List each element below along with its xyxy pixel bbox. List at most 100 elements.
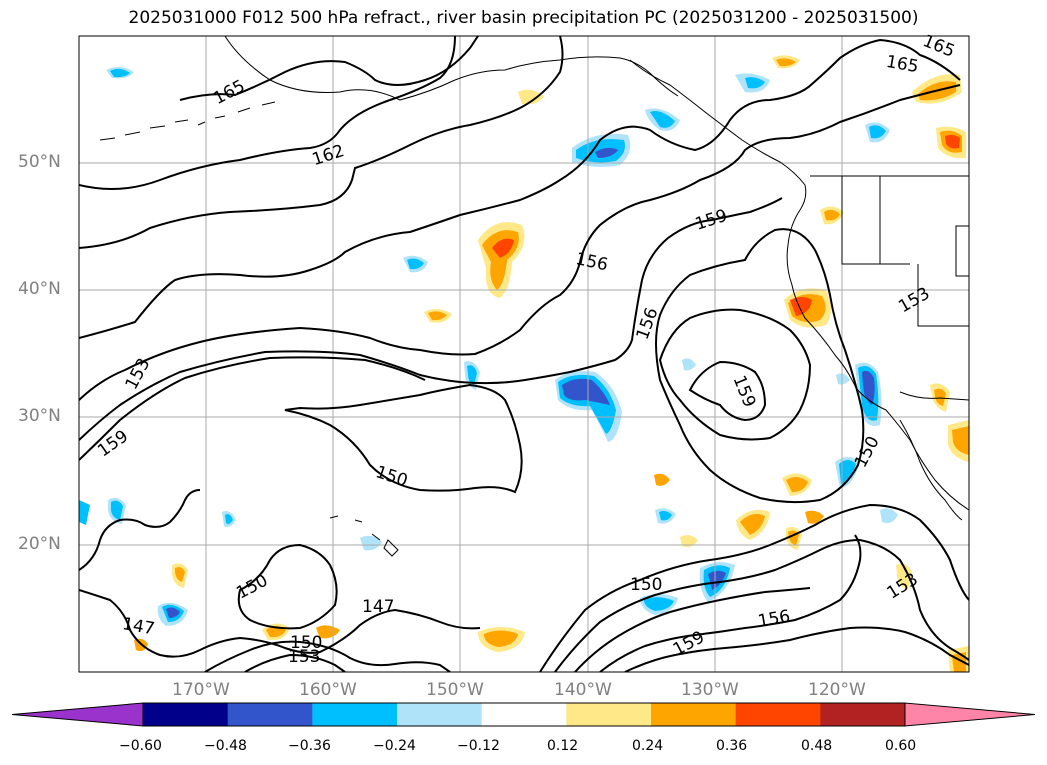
colorbar-tick-label: −0.12 — [457, 738, 500, 754]
colorbar-tick-label: 0.36 — [716, 738, 748, 754]
precip-patch — [316, 625, 340, 639]
colorbar-segment — [312, 703, 398, 726]
precip-patch — [776, 58, 796, 67]
contour-line — [79, 84, 961, 401]
precip-patch — [869, 125, 886, 139]
colorbar-tick-label: 0.12 — [547, 738, 579, 754]
border-us-mexico — [899, 391, 969, 401]
precip-patch — [740, 514, 765, 535]
contour-line — [237, 543, 338, 630]
contour-label: 150 — [630, 575, 662, 595]
colorbar-outline — [142, 702, 906, 727]
precip-patch — [682, 358, 696, 371]
contour-line — [688, 360, 767, 422]
precip-patch — [428, 311, 447, 321]
precip-patch — [595, 147, 618, 158]
precip-patch — [407, 258, 424, 270]
map-frame — [78, 35, 970, 673]
lon-label: 160°W — [299, 680, 357, 700]
precip-patch — [492, 238, 514, 258]
colorbar-tick-label: −0.36 — [288, 738, 331, 754]
colorbar-segment — [227, 703, 313, 726]
precip-patch — [175, 567, 185, 582]
refractivity-contours — [79, 36, 969, 672]
lat-label: 40°N — [18, 279, 61, 299]
precip-patch — [467, 365, 477, 385]
contour-label: 159 — [729, 373, 760, 411]
contour-line — [244, 653, 346, 672]
lon-label: 130°W — [681, 680, 739, 700]
precip-patch — [484, 630, 518, 647]
precip-patch — [650, 111, 675, 128]
colorbar-segment — [651, 703, 737, 726]
colorbar-tick-label: 0.48 — [801, 738, 833, 754]
contour-label: 153 — [895, 284, 933, 318]
lat-label: 50°N — [18, 152, 61, 172]
precip-patch — [805, 510, 824, 524]
precip-patch — [659, 511, 672, 521]
precip-patch — [111, 500, 123, 520]
precip-patch — [166, 607, 180, 618]
lon-label: 150°W — [426, 680, 484, 700]
precip-patch — [654, 473, 670, 486]
contour-label: 159 — [693, 206, 730, 235]
colorbar-extend-max — [904, 702, 1036, 727]
precip-patch — [839, 460, 856, 484]
precip-patch — [934, 388, 946, 406]
precip-patch — [708, 570, 726, 590]
precip-patch — [824, 209, 840, 221]
colorbar-segment — [143, 703, 229, 726]
coastline-aleutians — [99, 101, 276, 141]
contour-line — [284, 383, 523, 494]
coastline-us-west — [786, 209, 969, 511]
precip-patch — [745, 77, 765, 89]
precip-patch — [952, 426, 969, 455]
precip-patch — [786, 476, 808, 492]
precip-patch — [880, 508, 898, 524]
contour-label: 156 — [756, 606, 791, 631]
contour-line — [624, 626, 969, 672]
coastlines — [99, 36, 969, 557]
colorbar-tick-label: −0.48 — [204, 738, 247, 754]
contour-line — [79, 36, 456, 190]
colorbar-tick-label: 0.60 — [885, 738, 917, 754]
coastline-baja — [899, 419, 963, 521]
contour-label: 156 — [574, 249, 610, 275]
contour-line — [79, 36, 564, 249]
contour-line — [599, 534, 862, 672]
precip-patch — [225, 514, 233, 524]
contour-label: 150 — [233, 571, 271, 604]
contour-line — [539, 503, 969, 672]
precip-patch — [945, 134, 960, 149]
colorbar-segment — [397, 703, 483, 726]
contour-label: 147 — [362, 597, 394, 617]
lon-label: 120°W — [808, 680, 866, 700]
contour-label: 162 — [310, 141, 347, 170]
contour-label: 159 — [94, 426, 132, 461]
precip-patch — [562, 378, 610, 405]
contour-line — [79, 589, 481, 658]
contour-label: 165 — [885, 52, 920, 77]
precip-patch — [862, 370, 875, 405]
precip-patch — [644, 597, 674, 611]
contour-line — [658, 308, 812, 441]
colorbar-tick-label: −0.60 — [119, 738, 162, 754]
contour-label: 150 — [373, 462, 410, 491]
colorbar-segment — [735, 703, 821, 726]
contour-line — [79, 489, 201, 571]
precip-patch — [836, 373, 850, 385]
precip-patch — [110, 68, 130, 78]
colorbar-extend-min — [11, 702, 144, 727]
contour-label: 159 — [670, 627, 708, 660]
colorbar-segment — [820, 703, 906, 726]
contour-line — [655, 228, 865, 504]
contour-label: 153 — [884, 569, 922, 603]
precip-patch — [790, 297, 812, 316]
colorbar-tick-label: −0.24 — [373, 738, 416, 754]
lon-label: 140°W — [554, 680, 612, 700]
border-states — [841, 176, 969, 327]
lat-lon-grid — [79, 36, 969, 672]
contour-line — [204, 640, 451, 672]
coastline-bc — [629, 59, 807, 211]
